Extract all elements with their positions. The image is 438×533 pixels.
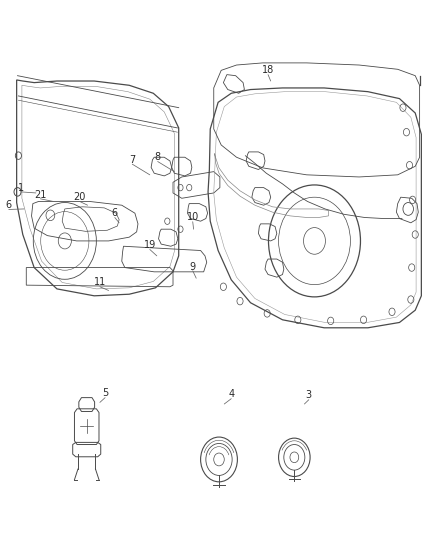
Text: 8: 8 [155, 152, 161, 162]
Text: 11: 11 [94, 278, 106, 287]
Text: 9: 9 [190, 262, 196, 271]
Text: 21: 21 [34, 190, 46, 199]
Text: 18: 18 [262, 66, 274, 75]
Text: 4: 4 [228, 390, 234, 399]
Text: 5: 5 [102, 389, 108, 398]
Text: 1: 1 [18, 183, 24, 192]
Text: 6: 6 [6, 200, 12, 210]
Text: 20: 20 [74, 192, 86, 202]
Text: 7: 7 [129, 155, 135, 165]
Text: 6: 6 [112, 208, 118, 218]
Text: 10: 10 [187, 213, 199, 222]
Text: 3: 3 [306, 391, 312, 400]
Text: 19: 19 [144, 240, 156, 250]
